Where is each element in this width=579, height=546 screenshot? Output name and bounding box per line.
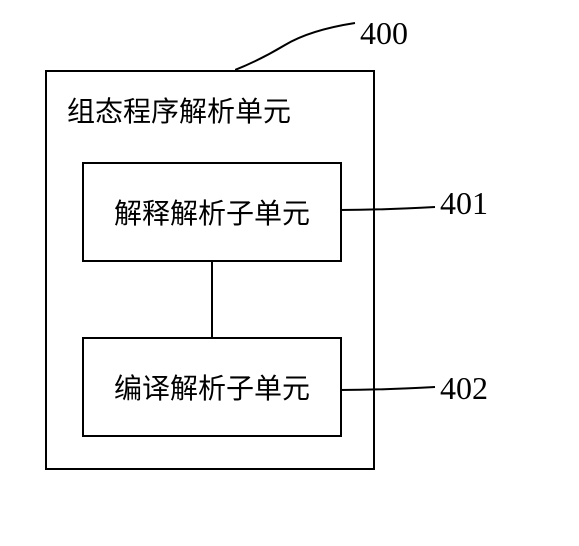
node-401-label: 解释解析子单元 (114, 192, 310, 232)
diagram-container: 组态程序解析单元 解释解析子单元 编译解析子单元 400 401 402 (45, 70, 535, 530)
ref-402: 402 (440, 370, 488, 407)
ref-400: 400 (360, 15, 408, 52)
brace-400 (235, 15, 370, 75)
outer-unit-title: 组态程序解析单元 (67, 90, 291, 130)
node-401-box: 解释解析子单元 (82, 162, 342, 262)
lead-line-402 (340, 375, 440, 405)
outer-unit-box: 组态程序解析单元 解释解析子单元 编译解析子单元 (45, 70, 375, 470)
node-402-label: 编译解析子单元 (114, 367, 310, 407)
lead-line-401 (340, 195, 440, 225)
node-402-box: 编译解析子单元 (82, 337, 342, 437)
edge-401-402 (211, 262, 213, 337)
ref-401: 401 (440, 185, 488, 222)
